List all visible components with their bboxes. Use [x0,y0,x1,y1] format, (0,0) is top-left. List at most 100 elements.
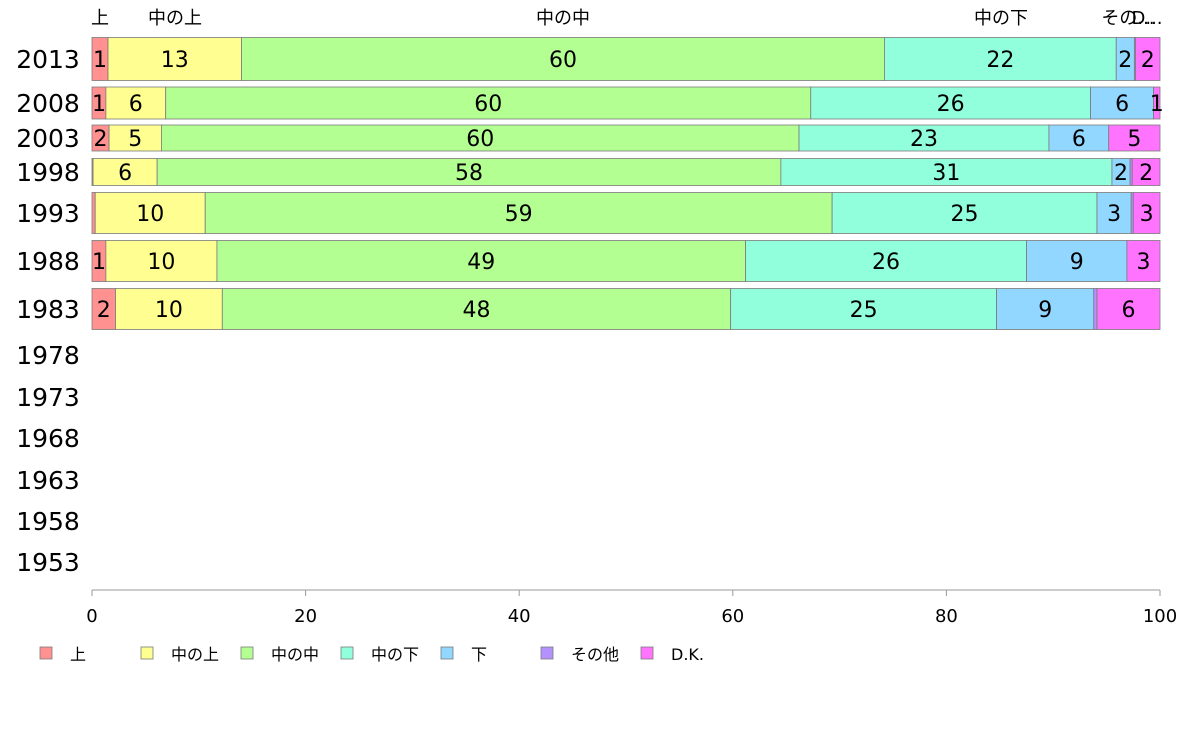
data-label: 3 [1107,202,1121,227]
data-label: 60 [474,92,502,117]
top-segment-label: 中の中 [536,8,590,29]
data-label: 9 [1070,250,1084,275]
bar-segment [1108,124,1161,152]
legend-label: 上 [70,645,86,664]
bar-segment [1131,158,1161,186]
data-label: 6 [1115,92,1129,117]
data-label: 9 [1038,298,1052,323]
data-label: 6 [129,92,143,117]
bar-segment [216,240,747,282]
bar-segment [92,158,158,186]
data-label: 22 [986,48,1014,73]
data-label: 3 [1136,250,1150,275]
top-segment-label: 中の上 [148,8,202,29]
data-label: 60 [549,48,577,73]
legend-label: 下 [471,645,487,664]
bar-segment [165,86,812,120]
legend-swatch [39,646,53,660]
category-label: 1963 [16,466,80,495]
data-label: 25 [850,298,878,323]
data-label: 13 [161,48,189,73]
bar-segment [1090,86,1154,120]
bar-segment [730,288,997,330]
data-label: 2 [1118,48,1132,73]
data-label: 2 [1114,161,1128,186]
bar-segment [161,124,800,152]
category-label: 1983 [16,295,80,324]
bar-segment [1096,288,1161,330]
top-segment-label: その... [1101,8,1154,29]
bar-segment [115,288,223,330]
data-label: 31 [932,161,960,186]
legend-label: その他 [571,645,619,664]
data-label: 6 [118,161,132,186]
bar-segment [105,86,167,120]
legend-label: D.K. [671,645,704,664]
data-label: 10 [136,202,164,227]
bar-segment [1135,37,1161,81]
bar-segment [745,240,1027,282]
data-label: 2 [94,127,108,152]
bar-segment [91,192,96,234]
bar-segment [810,86,1091,120]
data-label: 25 [951,202,979,227]
data-label: 6 [1072,127,1086,152]
bar-segment [1026,240,1128,282]
legend-swatch [240,646,254,660]
legend-label: 中の上 [171,645,219,664]
bar-segment [156,158,782,186]
legend-label: 中の下 [371,645,419,664]
category-label: 1968 [16,424,80,453]
top-segment-label: 上 [91,8,109,29]
data-label: 2 [97,298,111,323]
data-label: 5 [128,127,142,152]
bar-segment [221,288,732,330]
bar-segment [1093,288,1098,330]
top-segment-label: 中の下 [974,8,1028,29]
legend-swatch [640,646,654,660]
category-label: 1953 [16,548,80,577]
data-label: 10 [155,298,183,323]
x-tick-label: 20 [294,606,317,627]
data-label: 1 [92,250,106,275]
data-label: 5 [1127,127,1141,152]
x-tick-label: 60 [721,606,744,627]
data-label: 48 [462,298,490,323]
data-label: 2 [1139,161,1153,186]
data-label: 26 [872,250,900,275]
data-label: 58 [455,161,483,186]
category-label: 1978 [16,341,80,370]
x-tick-label: 80 [935,606,958,627]
legend-label: 中の中 [271,645,319,664]
x-tick-label: 0 [86,606,97,627]
data-label: 2 [1141,48,1155,73]
data-label: 6 [1121,298,1135,323]
legend-swatch [540,646,554,660]
top-segment-label: D... [1131,8,1162,29]
bar-segment [884,37,1117,81]
category-label: 2008 [16,89,80,118]
data-label: 60 [466,127,494,152]
bar-segment [798,124,1050,152]
data-label: 3 [1140,202,1154,227]
bar-segment [1132,192,1161,234]
bar-segment [831,192,1098,234]
data-label: 1 [1150,92,1164,117]
x-tick-label: 100 [1143,606,1177,627]
category-label: 1993 [16,199,80,228]
bar-segment [108,124,162,152]
data-label: 1 [92,92,106,117]
legend-swatch [140,646,154,660]
category-label: 1988 [16,247,80,276]
legend-swatch [340,646,354,660]
legend-swatch [440,646,454,660]
bar-segment [107,37,242,81]
data-label: 26 [937,92,965,117]
category-label: 1998 [16,158,80,187]
data-label: 49 [467,250,495,275]
data-label: 1 [93,48,107,73]
category-label: 2013 [16,45,80,74]
bar-segment [780,158,1113,186]
category-label: 1973 [16,383,80,412]
